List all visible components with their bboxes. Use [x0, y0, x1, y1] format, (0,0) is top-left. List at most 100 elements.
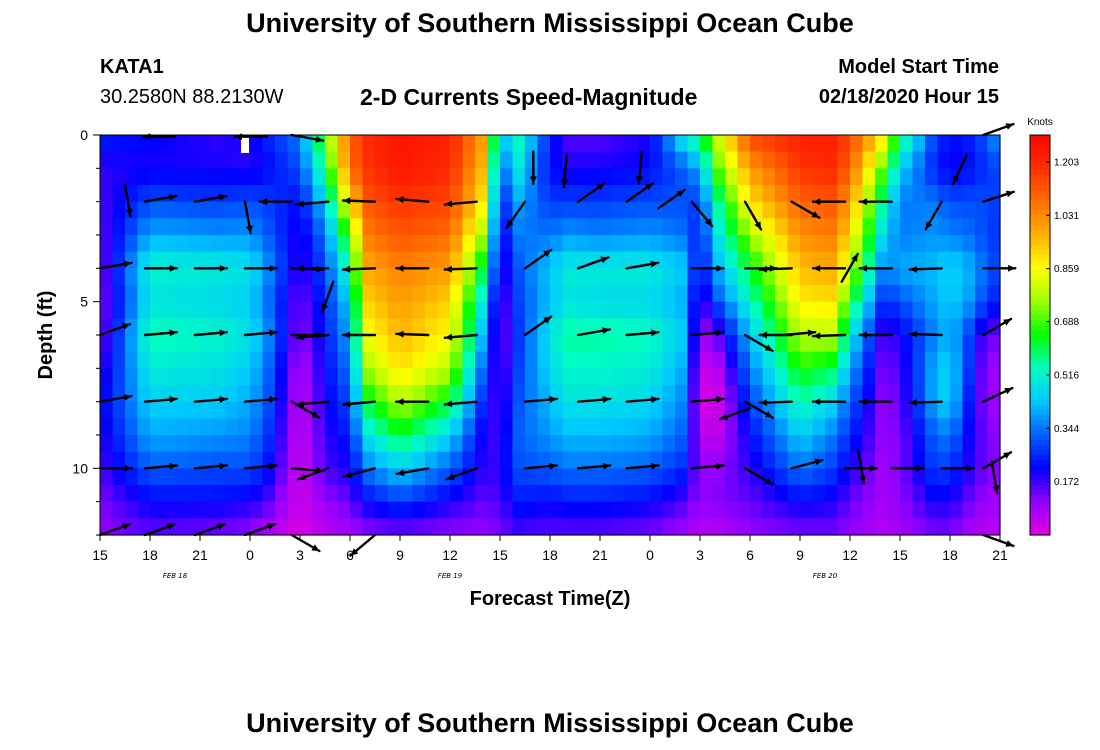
heat-cell	[787, 185, 801, 203]
heat-cell	[912, 368, 926, 386]
current-vector	[982, 386, 1014, 403]
heat-cell	[612, 418, 626, 436]
colorbar-cell	[1030, 355, 1050, 361]
heat-cell	[875, 185, 889, 203]
heat-cell	[387, 235, 401, 253]
heat-cell	[550, 418, 564, 436]
vector-head	[343, 197, 351, 205]
heat-cell	[575, 268, 589, 286]
heat-cell	[687, 351, 701, 369]
heat-cell	[325, 418, 339, 436]
heat-cell	[962, 401, 976, 419]
heat-cell	[262, 485, 276, 503]
heat-cell	[975, 335, 989, 353]
heat-cell	[850, 185, 864, 203]
heat-cell	[850, 268, 864, 286]
vector-head	[754, 221, 761, 230]
heat-cell	[825, 385, 839, 403]
heat-cell	[400, 518, 414, 536]
heat-cell	[975, 418, 989, 436]
heat-cell	[125, 168, 139, 186]
heat-cell	[487, 468, 501, 486]
heat-cell	[662, 168, 676, 186]
heat-cell	[800, 251, 814, 269]
heat-cell	[225, 218, 239, 236]
current-vector	[193, 396, 229, 403]
heat-cell	[250, 485, 264, 503]
heat-cell	[150, 401, 164, 419]
heat-cell	[375, 451, 389, 469]
heat-cell	[637, 368, 651, 386]
heat-cell	[187, 135, 201, 153]
heat-cell	[137, 385, 151, 403]
heat-cell	[987, 368, 1001, 386]
heat-cell	[512, 135, 526, 153]
colorbar-cell	[1030, 155, 1050, 161]
y-tick-label: 10	[72, 460, 88, 476]
heat-cell	[975, 468, 989, 486]
heat-cell	[712, 185, 726, 203]
current-vector	[98, 522, 132, 537]
heat-cell	[175, 168, 189, 186]
heat-cell	[712, 418, 726, 436]
heat-cell	[287, 318, 301, 336]
heat-cell	[712, 518, 726, 536]
heat-cell	[712, 335, 726, 353]
heat-cell	[150, 201, 164, 219]
colorbar-cell	[1030, 490, 1050, 496]
heat-cell	[575, 501, 589, 519]
heat-cell	[900, 485, 914, 503]
heat-cell	[650, 168, 664, 186]
heat-cell	[250, 235, 264, 253]
heat-cell	[500, 301, 514, 319]
vector-head	[650, 260, 659, 268]
colorbar-tick-label: 0.859	[1054, 264, 1079, 275]
heat-cell	[237, 385, 251, 403]
heat-cell	[962, 435, 976, 453]
heat-cell	[337, 218, 351, 236]
heat-cell	[400, 151, 414, 169]
heat-cell	[587, 385, 601, 403]
heat-cell	[300, 301, 314, 319]
heat-cell	[387, 201, 401, 219]
heat-cell	[437, 385, 451, 403]
vector-head	[343, 400, 351, 408]
current-vector	[577, 256, 610, 270]
heat-cell	[512, 301, 526, 319]
heat-cell	[300, 485, 314, 503]
heat-cell	[575, 218, 589, 236]
heat-cell	[562, 251, 576, 269]
heat-cell	[550, 218, 564, 236]
heat-cell	[187, 335, 201, 353]
heat-cell	[225, 135, 239, 153]
heat-cell	[750, 251, 764, 269]
vector-head	[296, 333, 304, 341]
heat-cell	[862, 268, 876, 286]
heat-cell	[450, 451, 464, 469]
heat-cell	[750, 418, 764, 436]
heat-cell	[100, 285, 114, 303]
heat-cell	[475, 301, 489, 319]
current-vector	[577, 462, 612, 470]
heat-cell	[962, 301, 976, 319]
x-tick-label: 15	[492, 547, 508, 563]
heat-cell	[737, 185, 751, 203]
heat-cell	[687, 385, 701, 403]
heat-cell	[187, 251, 201, 269]
heat-cell	[887, 235, 901, 253]
heat-cell	[237, 518, 251, 536]
vector-head	[218, 193, 227, 201]
colorbar-cell	[1030, 210, 1050, 216]
heat-cell	[875, 251, 889, 269]
heat-cell	[462, 218, 476, 236]
colorbar-tick-label: 1.203	[1054, 157, 1079, 168]
vector-head	[759, 399, 767, 406]
heat-cell	[637, 135, 651, 153]
heat-cell	[775, 218, 789, 236]
colorbar-cell	[1030, 290, 1050, 296]
heat-cell	[100, 251, 114, 269]
heat-cell	[487, 268, 501, 286]
heat-cell	[175, 451, 189, 469]
heat-cell	[937, 351, 951, 369]
heat-cell	[987, 168, 1001, 186]
